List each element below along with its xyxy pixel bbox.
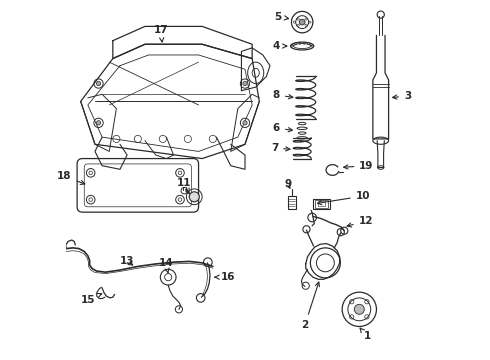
- Text: 18: 18: [57, 171, 85, 184]
- Text: 17: 17: [154, 25, 169, 42]
- Text: 14: 14: [158, 258, 173, 273]
- Circle shape: [299, 19, 305, 25]
- Circle shape: [97, 121, 100, 125]
- Text: 10: 10: [318, 191, 370, 205]
- Text: 19: 19: [343, 161, 374, 171]
- Circle shape: [243, 81, 247, 86]
- Text: 8: 8: [273, 90, 293, 100]
- Text: 7: 7: [271, 143, 290, 153]
- Text: 6: 6: [273, 123, 293, 133]
- Text: 11: 11: [177, 178, 192, 193]
- Bar: [313, 199, 330, 209]
- Text: 9: 9: [284, 179, 292, 189]
- Text: 15: 15: [80, 293, 102, 305]
- Circle shape: [97, 81, 100, 86]
- Circle shape: [243, 121, 247, 125]
- Bar: [288, 196, 296, 208]
- Text: 4: 4: [272, 41, 287, 51]
- Text: 5: 5: [274, 12, 289, 22]
- Bar: [318, 202, 325, 206]
- Text: 2: 2: [301, 282, 319, 330]
- Text: 12: 12: [347, 216, 373, 227]
- Text: 3: 3: [392, 91, 411, 101]
- Text: 13: 13: [120, 256, 134, 266]
- Circle shape: [189, 192, 199, 202]
- Circle shape: [354, 304, 364, 314]
- Bar: [315, 200, 328, 208]
- Text: 16: 16: [215, 272, 235, 282]
- Text: 1: 1: [360, 328, 371, 342]
